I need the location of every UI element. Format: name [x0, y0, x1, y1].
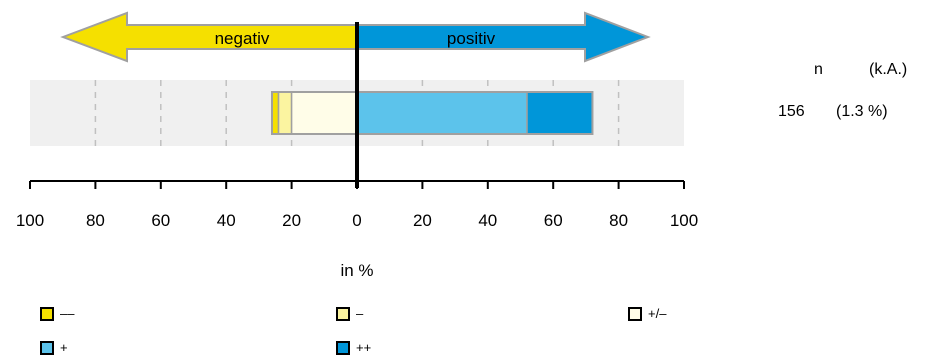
legend-label: ++	[356, 340, 372, 355]
legend-item: +	[40, 340, 68, 355]
legend-item: ––	[40, 306, 74, 321]
bar-segment-neutral	[290, 91, 358, 135]
legend-label: +/–	[648, 306, 667, 321]
legend-swatch	[336, 340, 350, 355]
legend-label: +	[60, 340, 68, 355]
legend-label: ––	[60, 306, 75, 321]
x-tick-label: 40	[478, 211, 497, 230]
x-tick-label: 60	[544, 211, 563, 230]
bar-segment-positive	[356, 91, 528, 135]
n-header: n	[814, 61, 823, 78]
legend-swatch	[40, 340, 54, 355]
bar-segment-very-positive	[526, 91, 594, 135]
x-tick-label: 100	[670, 211, 698, 230]
x-tick-label: 40	[217, 211, 236, 230]
x-tick-label: 80	[86, 211, 105, 230]
legend-swatch	[628, 306, 642, 321]
x-tick-label: 100	[16, 211, 44, 230]
x-tick-label: 20	[282, 211, 301, 230]
legend-item: ++	[336, 340, 371, 355]
x-tick-label: 0	[352, 211, 361, 230]
x-axis-label: in %	[340, 261, 373, 280]
x-tick-label: 60	[151, 211, 170, 230]
ka-header: (k.A.)	[869, 61, 908, 78]
x-tick-label: 20	[413, 211, 432, 230]
negative-arrow-label: negativ	[215, 29, 270, 48]
positive-arrow	[356, 11, 651, 63]
x-axis-ticks: 100 80 60 40 20 0 20 40 60 80 100	[16, 181, 698, 230]
negative-arrow	[60, 11, 358, 63]
legend-item: +/–	[628, 306, 666, 321]
bar-segments	[271, 91, 594, 135]
bar-outline	[270, 91, 594, 135]
bar-segment-negative	[277, 91, 293, 135]
n-value: 156	[778, 103, 805, 120]
positive-arrow-label: positiv	[447, 29, 496, 48]
legend-item: –	[336, 306, 363, 321]
legend-swatch	[40, 306, 54, 321]
x-tick-label: 80	[609, 211, 628, 230]
ka-value: (1.3 %)	[836, 103, 888, 120]
legend-label: –	[356, 306, 364, 321]
legend-swatch	[336, 306, 350, 321]
